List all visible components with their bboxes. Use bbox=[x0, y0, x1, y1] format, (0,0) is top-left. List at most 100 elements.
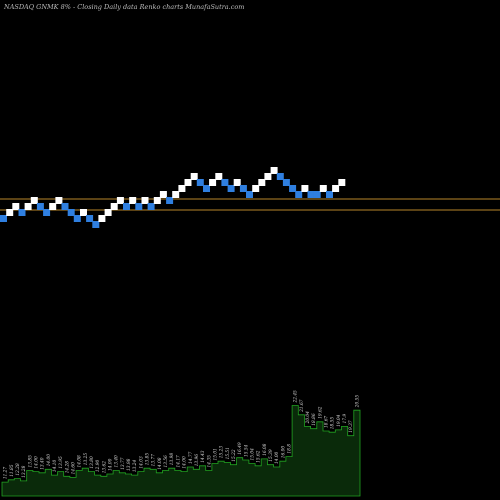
renko-brick-up bbox=[49, 203, 57, 210]
renko-brick-down bbox=[18, 209, 26, 216]
volume-label: 13.25 bbox=[84, 453, 89, 466]
volume-label: 16.49 bbox=[238, 442, 243, 455]
volume-label: 14.00 bbox=[183, 456, 188, 469]
renko-brick-up bbox=[178, 185, 186, 192]
renko-brick-up bbox=[116, 197, 124, 204]
renko-brick-down bbox=[36, 203, 44, 210]
volume-label: 18.55 bbox=[331, 417, 336, 430]
renko-brick-down bbox=[239, 185, 247, 192]
volume-label: 12.90 bbox=[96, 460, 101, 473]
volume-label: 14.08 bbox=[158, 457, 163, 470]
renko-brick-up bbox=[319, 185, 327, 192]
renko-brick-down bbox=[276, 173, 284, 180]
renko-brick-up bbox=[104, 209, 112, 216]
volume-label: 14.10 bbox=[53, 460, 58, 473]
renko-brick-up bbox=[98, 215, 106, 222]
volume-label: 15.51 bbox=[226, 447, 231, 459]
renko-bricks bbox=[0, 167, 346, 228]
volume-label: 15.01 bbox=[213, 448, 218, 460]
volume-label: 17.9 bbox=[343, 414, 348, 424]
reference-lines bbox=[0, 198, 500, 211]
volume-label: 14.77 bbox=[189, 451, 194, 464]
volume-label: 13.95 bbox=[59, 456, 64, 469]
volume-label: 19.04 bbox=[337, 414, 342, 427]
renko-brick-down bbox=[43, 209, 51, 216]
volume-label: 13.24 bbox=[133, 460, 138, 473]
renko-brick-down bbox=[196, 179, 204, 186]
renko-brick-down bbox=[246, 191, 253, 198]
volume-label: 13.40 bbox=[41, 457, 46, 470]
renko-brick-down bbox=[0, 215, 7, 222]
volume-label: 16.08 bbox=[263, 443, 268, 456]
volume-label: 12.28 bbox=[16, 463, 21, 476]
volume-label: 14.08 bbox=[78, 455, 83, 468]
volume-label: 13.80 bbox=[90, 456, 95, 469]
volume-label: 19.62 bbox=[318, 406, 323, 419]
renko-brick-up bbox=[30, 197, 38, 204]
renko-brick-up bbox=[252, 185, 260, 192]
renko-brick-down bbox=[135, 203, 143, 210]
volume-label: 18.8 bbox=[288, 444, 293, 454]
renko-brick-up bbox=[153, 197, 161, 204]
renko-brick-up bbox=[159, 191, 167, 198]
volume-label: 20.04 bbox=[306, 411, 311, 425]
volume-label: 15.22 bbox=[232, 449, 237, 462]
renko-brick-up bbox=[80, 209, 87, 216]
volume-label: 14.17 bbox=[176, 455, 181, 468]
renko-brick-up bbox=[24, 203, 32, 210]
volume-label: 14.35 bbox=[207, 455, 212, 468]
volume-label: 14.28 bbox=[65, 461, 70, 474]
renko-brick-up bbox=[301, 185, 309, 192]
renko-brick-up bbox=[215, 173, 223, 180]
volume-label: 19.37 bbox=[349, 420, 354, 433]
renko-brick-up bbox=[129, 197, 137, 204]
volume-label: 14.00 bbox=[109, 458, 114, 471]
volume-label: 14.60 bbox=[72, 462, 77, 475]
volume-label: 15.54 bbox=[244, 444, 249, 457]
volume-label: 14.00 bbox=[34, 456, 39, 469]
renko-brick-up bbox=[141, 197, 149, 204]
volume-label: 20.55 bbox=[355, 395, 360, 409]
renko-brick-down bbox=[307, 191, 315, 198]
volume-label: 18.86 bbox=[312, 413, 317, 426]
volume-label: 11.85 bbox=[10, 464, 15, 477]
volume-series bbox=[1, 405, 361, 497]
renko-brick-down bbox=[227, 185, 235, 192]
renko-brick-up bbox=[190, 173, 198, 180]
renko-brick-up bbox=[110, 203, 118, 210]
volume-label: 22.45 bbox=[294, 390, 299, 404]
volume-label: 15.23 bbox=[220, 446, 225, 459]
renko-brick-up bbox=[12, 203, 20, 210]
renko-brick-up bbox=[332, 185, 340, 192]
volume-label: 13.96 bbox=[195, 454, 200, 467]
renko-brick-down bbox=[326, 191, 333, 198]
volume-label: 14.00 bbox=[47, 454, 52, 467]
volume-label: 13.40 bbox=[115, 455, 120, 468]
volume-label: 15.62 bbox=[257, 450, 262, 463]
volume-label: 13.28 bbox=[22, 465, 27, 478]
volume-label: 18.67 bbox=[325, 415, 330, 428]
volume-label: 13.85 bbox=[28, 455, 33, 468]
volume-label: 13.98 bbox=[170, 453, 175, 466]
volume-label: 14.03 bbox=[139, 456, 144, 469]
renko-brick-up bbox=[258, 179, 266, 186]
volume-label: 13.62 bbox=[102, 461, 107, 474]
renko-brick-up bbox=[6, 209, 14, 216]
renko-brick-down bbox=[61, 203, 69, 210]
volume-label: 14.00 bbox=[275, 451, 280, 464]
volume-label: 15.39 bbox=[269, 449, 274, 462]
renko-brick-down bbox=[221, 179, 229, 186]
volume-label: 13.77 bbox=[121, 457, 126, 470]
renko-brick-down bbox=[67, 209, 75, 216]
renko-brick-down bbox=[86, 215, 94, 222]
renko-brick-down bbox=[313, 191, 321, 198]
renko-brick-down bbox=[295, 191, 303, 198]
renko-brick-down bbox=[92, 221, 100, 228]
volume-label: 13.77 bbox=[152, 454, 157, 467]
renko-brick-down bbox=[147, 203, 155, 210]
volume-label: 13.98 bbox=[127, 458, 132, 471]
renko-brick-up bbox=[338, 179, 346, 186]
